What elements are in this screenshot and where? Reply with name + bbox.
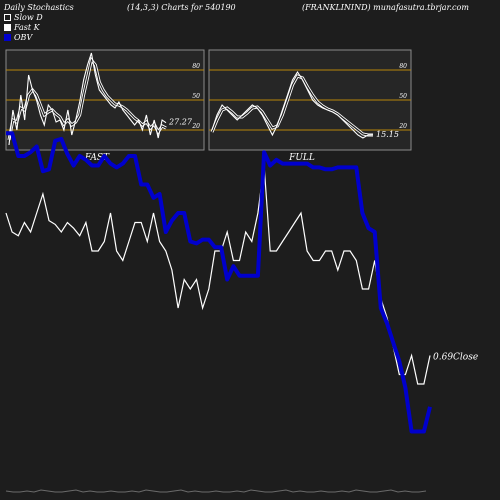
legend-slow: Slow D <box>4 13 43 23</box>
fast-level-tick-20: 20 <box>191 123 200 130</box>
legend-fast: Fast K <box>4 23 40 33</box>
volume-trace <box>5 489 427 493</box>
legend-slow-label: Slow D <box>14 13 43 22</box>
fast-level-tick-50: 50 <box>192 93 200 100</box>
fast-level-tick-80: 80 <box>192 63 200 70</box>
full-fast-k-line <box>211 70 374 139</box>
full-level-tick-50: 50 <box>399 93 407 100</box>
fast-last-value: 27.27 <box>168 118 193 127</box>
legend-obv-swatch <box>4 34 11 41</box>
legend-obv: OBV <box>4 33 32 43</box>
chart-title-middle: (14,3,3) Charts for 540190 <box>127 3 236 12</box>
legend-slow-swatch <box>4 14 11 21</box>
close-last-value-suffix: Close <box>453 353 478 363</box>
full-last-value: 15.15 <box>376 130 399 139</box>
full-slow-d-line <box>211 75 373 136</box>
fast-panel-label: FAST <box>84 153 110 163</box>
close-last-value-number: 0.69 <box>433 353 453 363</box>
chart-title-left: Daily Stochastics <box>4 3 74 12</box>
legend-fast-swatch <box>4 24 11 31</box>
legend-fast-label: Fast K <box>14 23 40 32</box>
obv-line <box>6 131 432 434</box>
close-price-line <box>5 165 431 385</box>
full-level-tick-20: 20 <box>398 123 407 130</box>
full-level-tick-80: 80 <box>399 63 407 70</box>
chart-title-right: (FRANKLININD) munafasutra.tbrjar.com <box>302 3 469 12</box>
close-last-value: 0.69Close <box>433 353 478 363</box>
legend-obv-label: OBV <box>14 33 33 42</box>
full-panel-label: FULL <box>288 153 315 163</box>
fast-fast-k-line <box>8 52 167 146</box>
